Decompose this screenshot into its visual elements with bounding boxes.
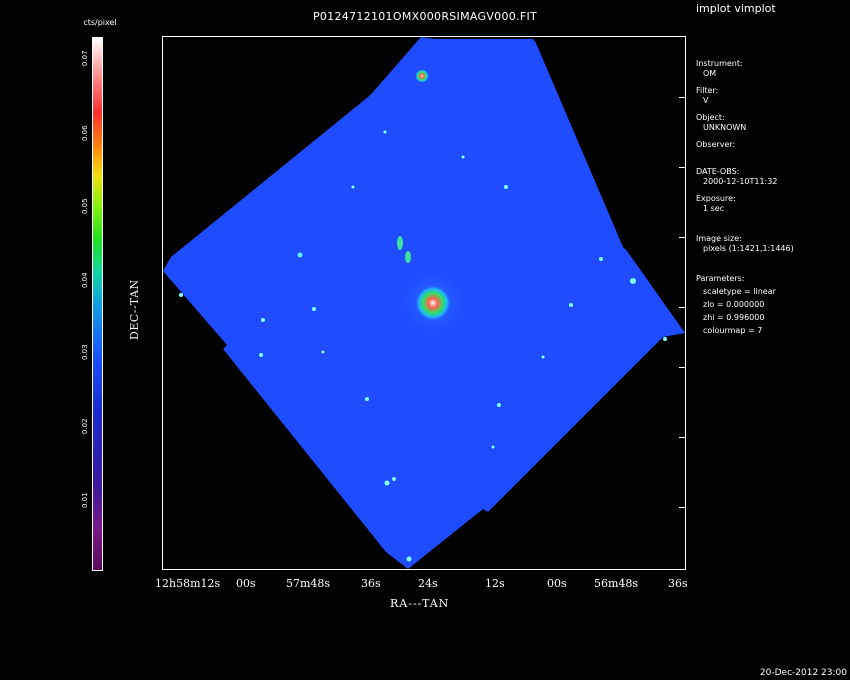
star (599, 257, 603, 261)
filter-label: Filter: (696, 86, 719, 95)
exposure-label: Exposure: (696, 194, 736, 203)
x-tick: 00s (236, 577, 256, 590)
x-tick: 36s (668, 577, 688, 590)
instrument-label: Instrument: (696, 59, 743, 68)
frame-tick (679, 437, 685, 438)
frame-tick (679, 97, 685, 98)
exposure-value: 1 sec (703, 204, 725, 213)
star (461, 155, 465, 159)
star (297, 252, 303, 258)
star (497, 403, 501, 407)
frame-tick (679, 237, 685, 238)
colorbar-tick: 0.06 (81, 125, 89, 141)
star (261, 318, 265, 322)
params-label: Parameters: (696, 274, 745, 283)
observer-label: Observer: (696, 140, 736, 149)
frame-tick (679, 167, 685, 168)
colorbar-tick: 0.05 (81, 198, 89, 214)
x-tick: 24s (418, 577, 438, 590)
star (383, 130, 387, 134)
frame-tick (679, 367, 685, 368)
colorbar-title: cts/pixel (83, 18, 117, 27)
imagesize-value: pixels (1:1421,1:1446) (703, 244, 794, 253)
frame-tick (679, 507, 685, 508)
colorbar (92, 37, 103, 571)
galaxy (397, 236, 403, 250)
plot-title: P0124712101OMX000RSIMAGV000.FIT (312, 10, 538, 23)
x-axis-label: RA---TAN (390, 597, 450, 610)
star (569, 303, 573, 307)
colorbar-tick: 0.04 (81, 272, 89, 288)
x-tick: 36s (361, 577, 381, 590)
dateobs-label: DATE-OBS: (696, 167, 740, 176)
param-colourmap: colourmap = 7 (703, 326, 763, 335)
object-value: UNKNOWN (703, 123, 747, 132)
colorbar-tick: 0.07 (81, 50, 89, 66)
image-frame (162, 36, 686, 570)
star (504, 185, 508, 189)
star (179, 293, 183, 297)
instrument-value: OM (703, 69, 717, 78)
imagesize-label: Image size: (696, 234, 742, 243)
dateobs-value: 2000-12-10T11:32 (703, 177, 778, 186)
star (630, 278, 636, 284)
star (415, 69, 429, 83)
colorbar-tick: 0.03 (81, 344, 89, 360)
star (365, 397, 369, 401)
x-tick: 57m48s (286, 577, 331, 590)
y-axis-label: DEC--TAN (128, 279, 141, 340)
star (663, 337, 667, 341)
param-scaletype: scaletype = linear (703, 287, 776, 296)
x-tick: 12s (485, 577, 505, 590)
star (351, 185, 355, 189)
colorbar-tick: 0.01 (81, 492, 89, 508)
x-tick: 56m48s (594, 577, 639, 590)
galaxy (405, 251, 411, 263)
sky-image (163, 37, 685, 569)
star (541, 355, 545, 359)
star (392, 477, 396, 481)
star (259, 353, 263, 357)
star (321, 350, 325, 354)
bright-source (415, 285, 451, 321)
filter-value: V (703, 96, 709, 105)
star (384, 480, 390, 486)
x-tick: 00s (547, 577, 567, 590)
plot-date: 20-Dec-2012 23:00 (759, 668, 847, 678)
star (491, 445, 495, 449)
colorbar-tick: 0.02 (81, 418, 89, 434)
star (406, 556, 412, 562)
program-name: implot vimplot (696, 2, 776, 15)
param-zhi: zhi = 0.996000 (703, 313, 765, 322)
object-label: Object: (696, 113, 725, 122)
param-zlo: zlo = 0.000000 (703, 300, 765, 309)
x-tick: 12h58m12s (155, 577, 221, 590)
frame-tick (679, 307, 685, 308)
star (312, 307, 316, 311)
